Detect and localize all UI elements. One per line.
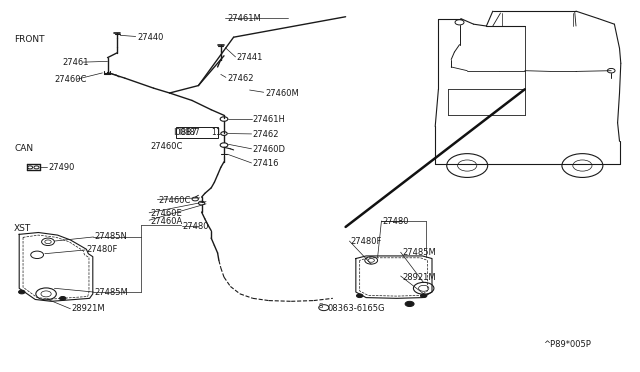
Circle shape [405,301,414,307]
Text: 27460E: 27460E [150,209,182,218]
Text: 08363-6165G: 08363-6165G [328,304,385,313]
Text: 27460C: 27460C [54,76,87,84]
Text: 28921M: 28921M [72,304,106,313]
Text: 27490: 27490 [48,163,74,172]
Bar [176,127,218,138]
Text: ^P89*005P: ^P89*005P [543,340,591,349]
Text: 27460M: 27460M [266,89,300,97]
Circle shape [356,294,363,298]
Text: 27460C: 27460C [150,142,183,151]
Text: S: S [319,303,323,309]
Text: 27460C: 27460C [159,196,191,205]
Text: 27461: 27461 [63,58,89,67]
Circle shape [19,290,25,294]
Text: 27480F: 27480F [351,237,382,246]
Text: 1: 1 [215,128,220,137]
Text: 27462: 27462 [253,130,279,139]
Text: XST: XST [14,224,31,233]
Text: I0887: I0887 [173,128,196,137]
Text: 27480: 27480 [182,222,209,231]
Text: 27460D: 27460D [253,145,286,154]
Text: 27440: 27440 [138,33,164,42]
Text: 27485M: 27485M [95,288,129,296]
Text: 27460A: 27460A [150,217,182,226]
Circle shape [420,294,427,298]
Text: I0887: I0887 [178,128,200,137]
Text: 1: 1 [211,128,216,137]
Text: 27480F: 27480F [86,246,118,254]
Text: 27485N: 27485N [95,232,127,241]
Text: 27462: 27462 [227,74,253,83]
Text: 28921M: 28921M [402,273,436,282]
Text: 27461M: 27461M [227,14,261,23]
Text: 27461H: 27461H [253,115,285,124]
Text: 27441: 27441 [237,53,263,62]
Text: 27485M: 27485M [402,248,436,257]
Circle shape [60,296,66,300]
Text: FRONT: FRONT [14,35,45,44]
Text: 27416: 27416 [253,159,279,168]
Text: 27480: 27480 [383,217,409,226]
Text: CAN: CAN [14,144,33,153]
